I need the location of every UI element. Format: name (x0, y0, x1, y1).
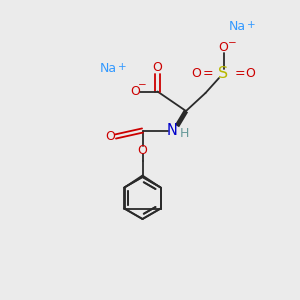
Text: +: + (118, 62, 127, 73)
Text: −: − (138, 80, 147, 90)
Text: O: O (138, 143, 147, 157)
Text: =: = (202, 67, 213, 80)
Text: O: O (105, 130, 115, 143)
Text: Na: Na (228, 20, 246, 34)
Text: O: O (246, 67, 255, 80)
Text: O: O (219, 40, 228, 54)
Text: −: − (228, 38, 237, 48)
Text: O: O (130, 85, 140, 98)
Text: =: = (235, 67, 245, 80)
Text: O: O (192, 67, 201, 80)
Text: S: S (218, 66, 229, 81)
Text: H: H (180, 127, 189, 140)
Text: Na: Na (99, 62, 117, 76)
Text: N: N (167, 123, 178, 138)
Text: +: + (247, 20, 256, 31)
Text: O: O (153, 61, 162, 74)
